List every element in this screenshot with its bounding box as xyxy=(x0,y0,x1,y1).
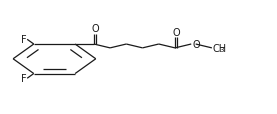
Text: O: O xyxy=(172,28,180,38)
Text: O: O xyxy=(91,24,99,34)
Text: CH: CH xyxy=(213,44,227,53)
Text: F: F xyxy=(21,35,27,45)
Text: O: O xyxy=(192,40,200,50)
Text: 3: 3 xyxy=(219,47,224,53)
Text: F: F xyxy=(21,74,27,84)
